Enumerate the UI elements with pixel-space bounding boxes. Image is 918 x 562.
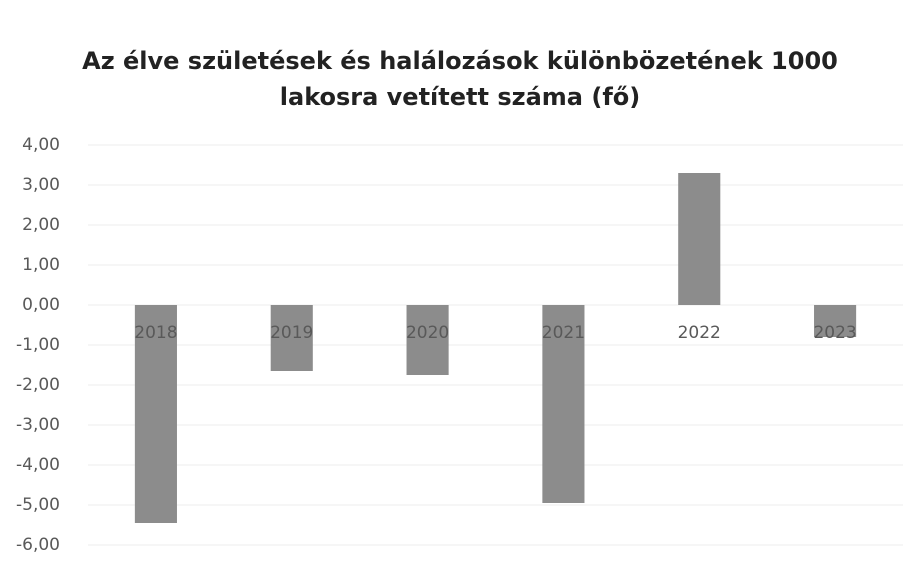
- bar: [406, 305, 449, 375]
- chart-title: Az élve születések és halálozások különb…: [82, 47, 838, 111]
- y-tick-label: 0,00: [22, 295, 60, 315]
- y-tick-label: 1,00: [22, 255, 60, 275]
- y-tick-label: -6,00: [16, 535, 60, 555]
- bar: [814, 305, 857, 337]
- x-tick-label: 2023: [813, 323, 856, 343]
- y-tick-label: 2,00: [22, 215, 60, 235]
- bar: [270, 305, 313, 371]
- y-tick-label: 4,00: [22, 135, 60, 155]
- title-line: Az élve születések és halálozások különb…: [82, 47, 838, 75]
- y-tick-label: -3,00: [16, 415, 60, 435]
- y-tick-label: -5,00: [16, 495, 60, 515]
- y-tick-label: -2,00: [16, 375, 60, 395]
- title-line: lakosra vetített száma (fő): [280, 83, 640, 111]
- x-tick-label: 2021: [542, 323, 585, 343]
- y-tick-label: -1,00: [16, 335, 60, 355]
- bar: [678, 173, 721, 305]
- y-tick-label: -4,00: [16, 455, 60, 475]
- x-tick-label: 2019: [270, 323, 313, 343]
- x-tick-label: 2018: [134, 323, 177, 343]
- x-tick-label: 2022: [678, 323, 721, 343]
- bar: [542, 305, 585, 503]
- bar: [134, 305, 177, 523]
- x-tick-label: 2020: [406, 323, 449, 343]
- y-tick-label: 3,00: [22, 175, 60, 195]
